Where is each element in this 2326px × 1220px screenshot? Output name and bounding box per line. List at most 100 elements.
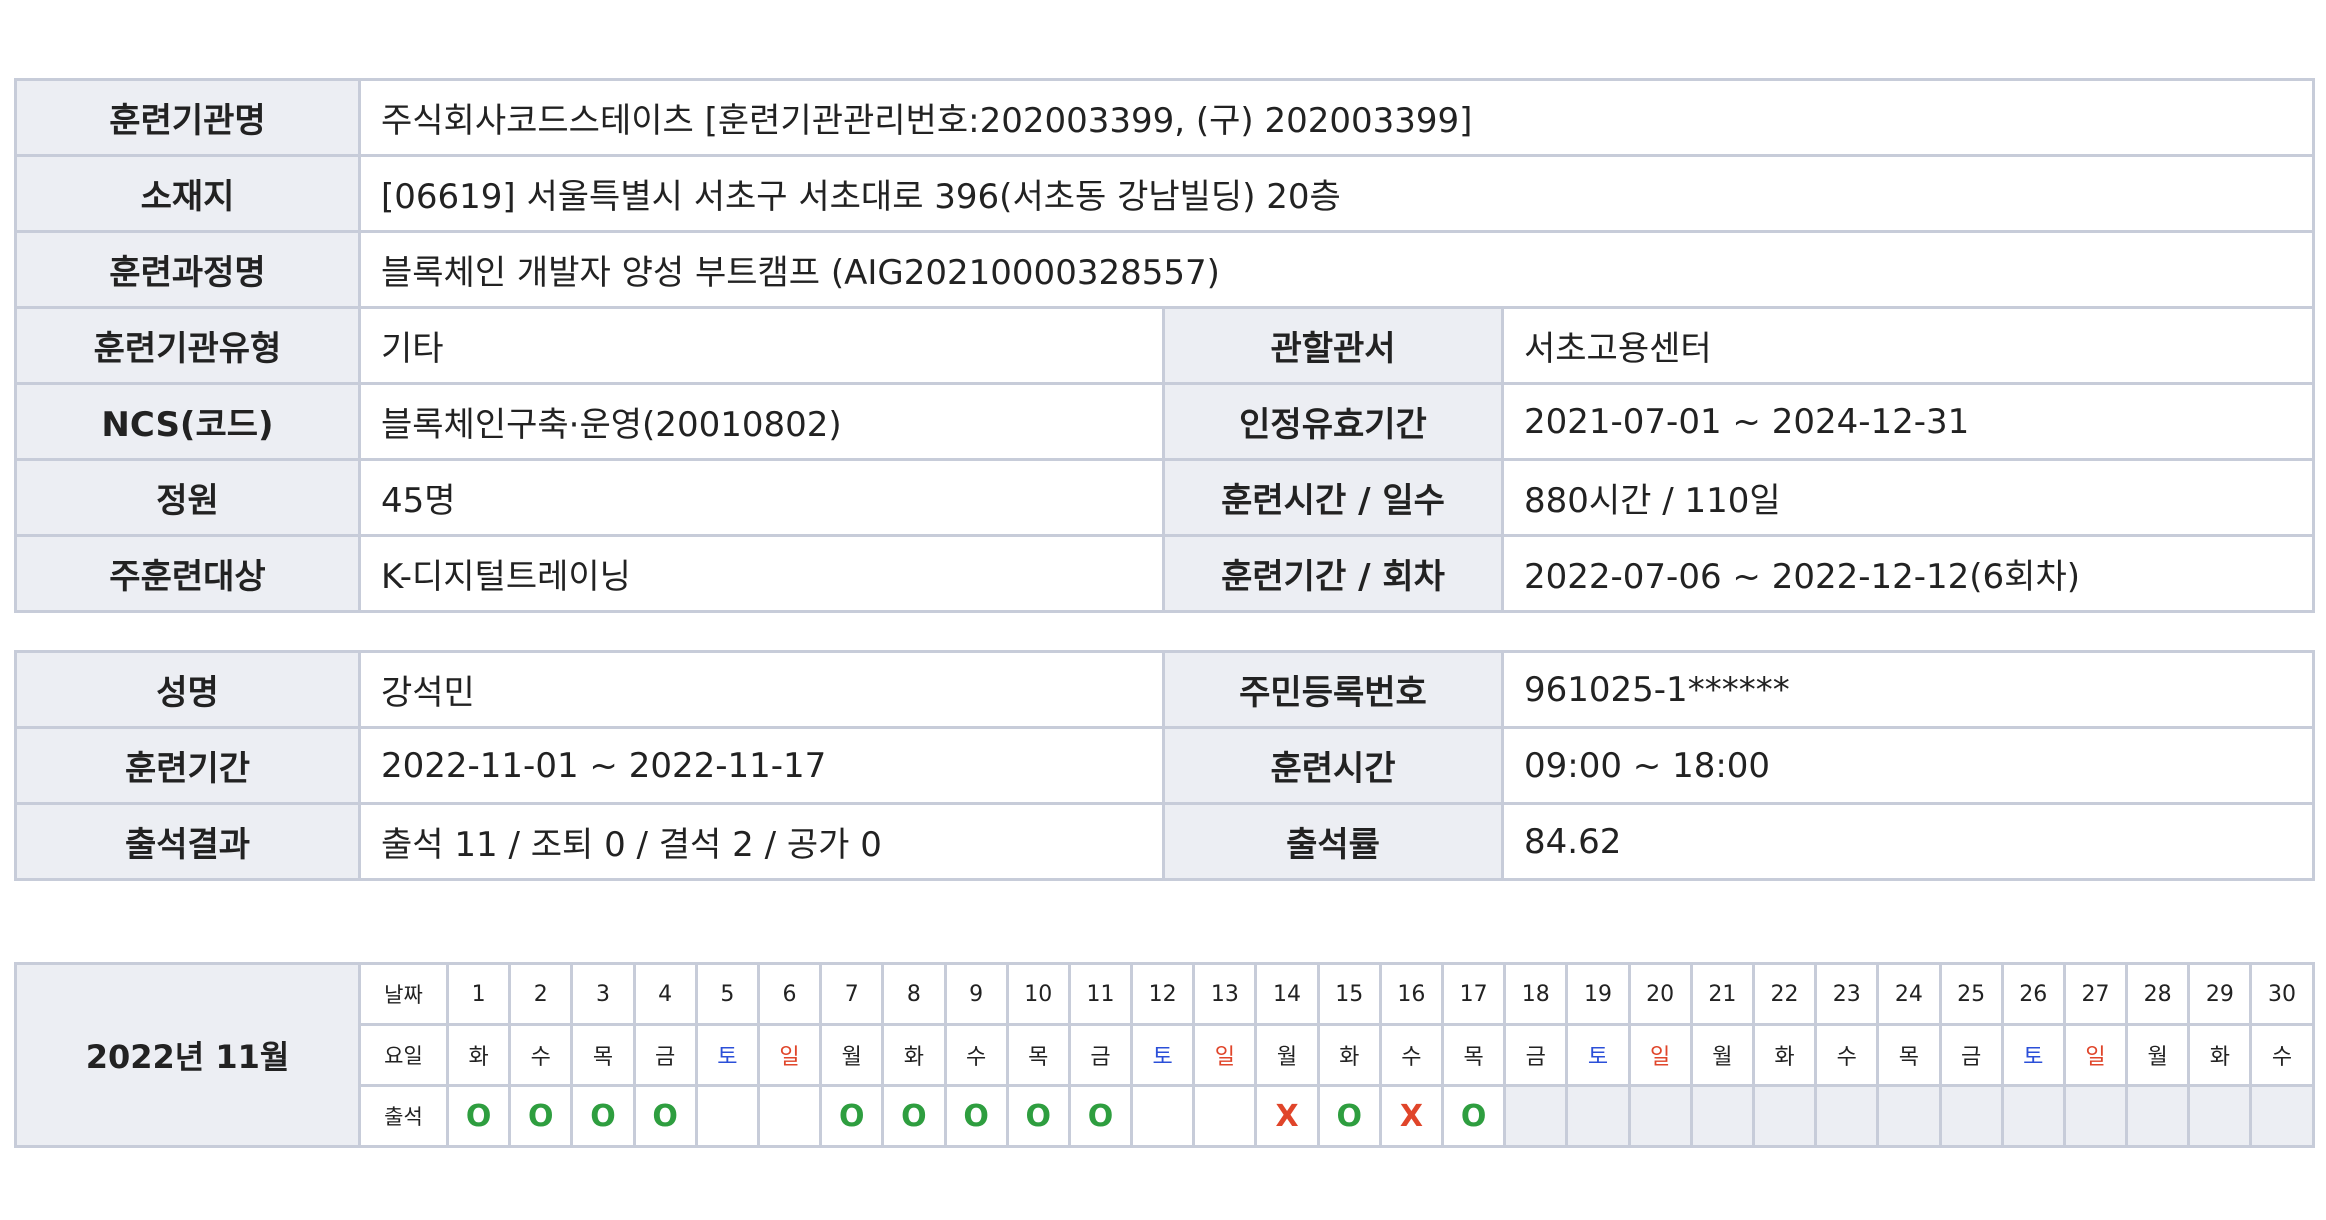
trainee-period-value: 2022-11-01 ~ 2022-11-17 [358, 726, 1165, 805]
jurisdiction-value: 서초고용센터 [1501, 306, 2315, 385]
calendar-weekday-cell: 월 [2125, 1023, 2191, 1087]
calendar-weekday-cell: 화 [445, 1023, 512, 1087]
calendar-date-cell: 28 [2125, 962, 2191, 1026]
date-row-label: 날짜 [358, 962, 449, 1026]
calendar-date-cell: 3 [570, 962, 636, 1026]
course-info-row: 소재지 [06619] 서울특별시 서초구 서초대로 396(서초동 강남빌딩)… [14, 154, 2315, 233]
calendar-attendance-cell: O [570, 1084, 636, 1148]
calendar-date-cell: 29 [2187, 962, 2253, 1026]
calendar-attendance-cell: O [1067, 1084, 1134, 1148]
capacity-value: 45명 [358, 458, 1165, 537]
calendar-weekday-cell: 금 [1938, 1023, 2004, 1087]
calendar-attendance-cell: O [819, 1084, 885, 1148]
course-info-row: 훈련과정명 블록체인 개발자 양성 부트캠프 (AIG2021000032855… [14, 230, 2315, 309]
calendar-attendance-cell [1503, 1084, 1569, 1148]
trainee-name-value: 강석민 [358, 650, 1165, 729]
calendar-date-cell: 23 [1814, 962, 1880, 1026]
calendar-attendance-cell [2187, 1084, 2253, 1148]
calendar-attendance-cell [1689, 1084, 1755, 1148]
calendar-attendance-cell [1814, 1084, 1880, 1148]
weekday-row-label: 요일 [358, 1023, 449, 1087]
trainee-time-label: 훈련시간 [1162, 726, 1504, 805]
cert-period-value: 2021-07-01 ~ 2024-12-31 [1501, 382, 2315, 461]
calendar-weekday-cell: 화 [2187, 1023, 2253, 1087]
course-info-table: 훈련기관명 주식회사코드스테이츠 [훈련기관관리번호:202003399, (구… [14, 78, 2315, 613]
calendar-weekday-cell: 목 [1440, 1023, 1507, 1087]
cert-period-label: 인정유효기간 [1162, 382, 1504, 461]
trainee-info-row: 훈련기간 2022-11-01 ~ 2022-11-17 훈련시간 09:00 … [14, 726, 2315, 805]
calendar-date-cell: 21 [1689, 962, 1755, 1026]
attendance-result-label: 출석결과 [14, 802, 361, 881]
calendar-date-cell: 18 [1503, 962, 1569, 1026]
calendar-weekday-cell: 일 [1192, 1023, 1258, 1087]
institution-value: 주식회사코드스테이츠 [훈련기관관리번호:202003399, (구) 2020… [358, 78, 2315, 157]
calendar-weekday-cell: 목 [1876, 1023, 1942, 1087]
target-label: 주훈련대상 [14, 534, 361, 613]
trainee-info-row: 출석결과 출석 11 / 조퇴 0 / 결석 2 / 공가 0 출석률 84.6… [14, 802, 2315, 881]
course-info-row: NCS(코드) 블록체인구축·운영(20010802) 인정유효기간 2021-… [14, 382, 2315, 461]
calendar-attendance-cell [1627, 1084, 1693, 1148]
rrn-value: 961025-1****** [1501, 650, 2315, 729]
course-info-row: 정원 45명 훈련시간 / 일수 880시간 / 110일 [14, 458, 2315, 537]
calendar-weekday-cell: 일 [756, 1023, 823, 1087]
period-round-value: 2022-07-06 ~ 2022-12-12(6회차) [1501, 534, 2315, 613]
calendar-date-cell: 9 [943, 962, 1009, 1026]
calendar-attendance-cell [756, 1084, 823, 1148]
jurisdiction-label: 관할관서 [1162, 306, 1504, 385]
calendar-date-cell: 16 [1378, 962, 1445, 1026]
attendance-rate-value: 84.62 [1501, 802, 2315, 881]
calendar-date-cell: 27 [2062, 962, 2129, 1026]
ncs-label: NCS(코드) [14, 382, 361, 461]
calendar-weekday-cell: 수 [2249, 1023, 2315, 1087]
attendance-result-value: 출석 11 / 조퇴 0 / 결석 2 / 공가 0 [358, 802, 1165, 881]
calendar-attendance-cell [2125, 1084, 2191, 1148]
calendar-date-cell: 24 [1876, 962, 1942, 1026]
calendar-weekday-cell: 월 [819, 1023, 885, 1087]
calendar-weekday-cell: 화 [1751, 1023, 1818, 1087]
calendar-attendance-cell [1192, 1084, 1258, 1148]
calendar-date-cell: 12 [1130, 962, 1196, 1026]
calendar-attendance-cell [2000, 1084, 2066, 1148]
hours-days-label: 훈련시간 / 일수 [1162, 458, 1504, 537]
calendar-attendance-cell: O [508, 1084, 574, 1148]
calendar-attendance-cell [1565, 1084, 1631, 1148]
calendar-attendance-cell [2062, 1084, 2129, 1148]
calendar-date-cell: 22 [1751, 962, 1818, 1026]
calendar-weekday-cell: 일 [1627, 1023, 1693, 1087]
calendar-date-cell: 1 [445, 962, 512, 1026]
calendar-attendance-cell: O [1440, 1084, 1507, 1148]
calendar-date-cell: 6 [756, 962, 823, 1026]
hours-days-value: 880시간 / 110일 [1501, 458, 2315, 537]
calendar-attendance-cell: O [632, 1084, 698, 1148]
calendar-date-cell: 7 [819, 962, 885, 1026]
calendar-attendance-cell [694, 1084, 760, 1148]
calendar-date-cell: 17 [1440, 962, 1507, 1026]
institution-type-value: 기타 [358, 306, 1165, 385]
calendar-date-cell: 20 [1627, 962, 1693, 1026]
calendar-date-cell: 13 [1192, 962, 1258, 1026]
institution-type-label: 훈련기관유형 [14, 306, 361, 385]
calendar-attendance-cell [1751, 1084, 1818, 1148]
calendar-weekday-cell: 목 [570, 1023, 636, 1087]
attendance-row-label: 출석 [358, 1084, 449, 1148]
calendar-attendance-cell: O [881, 1084, 947, 1148]
attendance-calendar: 2022년 11월 날짜 1 2 3 4 5 6 7 8 9 10 11 12 13 14 15 16 17 18… [14, 962, 2315, 1148]
calendar-date-cell: 10 [1005, 962, 1071, 1026]
calendar-date-cell: 4 [632, 962, 698, 1026]
calendar-date-cell: 30 [2249, 962, 2315, 1026]
calendar-weekday-cell: 월 [1254, 1023, 1320, 1087]
address-label: 소재지 [14, 154, 361, 233]
calendar-attendance-cell: O [943, 1084, 1009, 1148]
trainee-period-label: 훈련기간 [14, 726, 361, 805]
calendar-date-cell: 5 [694, 962, 760, 1026]
course-name-label: 훈련과정명 [14, 230, 361, 309]
trainee-time-value: 09:00 ~ 18:00 [1501, 726, 2315, 805]
calendar-attendance-cell [1876, 1084, 1942, 1148]
course-info-row: 훈련기관유형 기타 관할관서 서초고용센터 [14, 306, 2315, 385]
calendar-date-cell: 25 [1938, 962, 2004, 1026]
calendar-weekday-cell: 수 [1378, 1023, 1445, 1087]
institution-label: 훈련기관명 [14, 78, 361, 157]
calendar-weekday-cell: 토 [1565, 1023, 1631, 1087]
calendar-weekday-cell: 금 [1503, 1023, 1569, 1087]
